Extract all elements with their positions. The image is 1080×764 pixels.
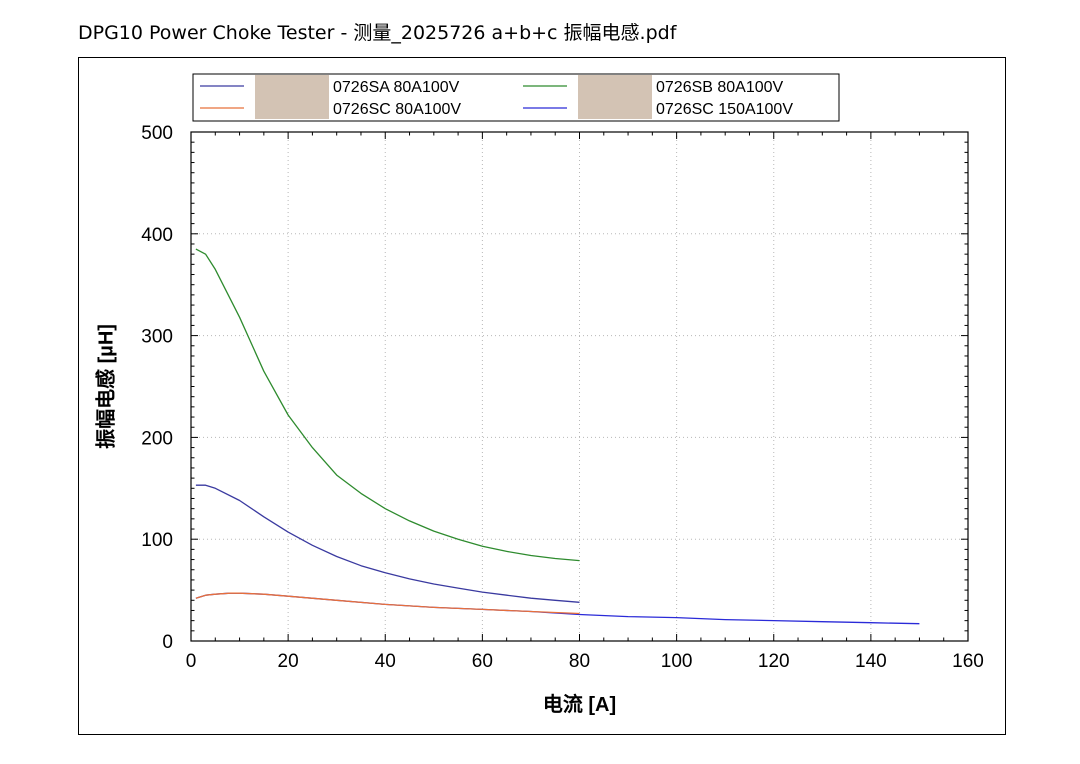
y-tick-label: 300	[141, 327, 173, 348]
page-title: DPG10 Power Choke Tester - 测量_2025726 a+…	[78, 22, 677, 44]
x-tick-label: 60	[472, 651, 493, 672]
series-lines	[195, 248, 920, 625]
y-tick-label: 200	[141, 428, 173, 449]
legend-label: 0726SA 80A100V	[333, 79, 460, 96]
legend-redaction-block	[578, 97, 652, 119]
series-line-0726sa-80a100v	[195, 484, 580, 603]
x-tick-label: 120	[758, 651, 790, 672]
x-tick-label: 20	[278, 651, 299, 672]
legend-redaction-block	[578, 75, 652, 97]
legend: 0726SA 80A100V 0726SB 80A100V 0726SC 80A10…	[192, 73, 840, 122]
x-axis-title: 电流 [A]	[543, 692, 616, 716]
chart-frame: 0 20 40 60 80 100 120 140 160 0 100 200 300 400 500 电流…	[78, 57, 1006, 735]
x-tick-label: 80	[569, 651, 590, 672]
x-tick-label: 100	[661, 651, 693, 672]
y-tick-label: 400	[141, 225, 173, 246]
plot-area-border	[190, 131, 969, 642]
series-line-0726sb-80a100v	[195, 248, 580, 562]
grid	[191, 132, 968, 641]
y-tick-label: 0	[162, 632, 173, 653]
line-chart: 0 20 40 60 80 100 120 140 160 0 100 200 300 400 500 电流…	[93, 73, 984, 716]
legend-label: 0726SC 80A100V	[333, 101, 461, 118]
x-tick-label: 160	[952, 651, 984, 672]
x-tick-label: 0	[186, 651, 197, 672]
x-tick-label: 140	[855, 651, 887, 672]
legend-redaction-block	[255, 75, 329, 97]
series-line-0726sc-80a100v	[195, 592, 580, 615]
legend-redaction-block	[255, 97, 329, 119]
x-tick-label: 40	[375, 651, 396, 672]
legend-label: 0726SB 80A100V	[656, 79, 784, 96]
y-tick-label: 100	[141, 530, 173, 551]
legend-label: 0726SC 150A100V	[656, 101, 793, 118]
y-axis-title: 振幅电感 [µH]	[93, 324, 117, 449]
tick-labels: 0 20 40 60 80 100 120 140 160 0 100 200 300 400 500	[141, 123, 984, 672]
y-tick-label: 500	[141, 123, 173, 144]
